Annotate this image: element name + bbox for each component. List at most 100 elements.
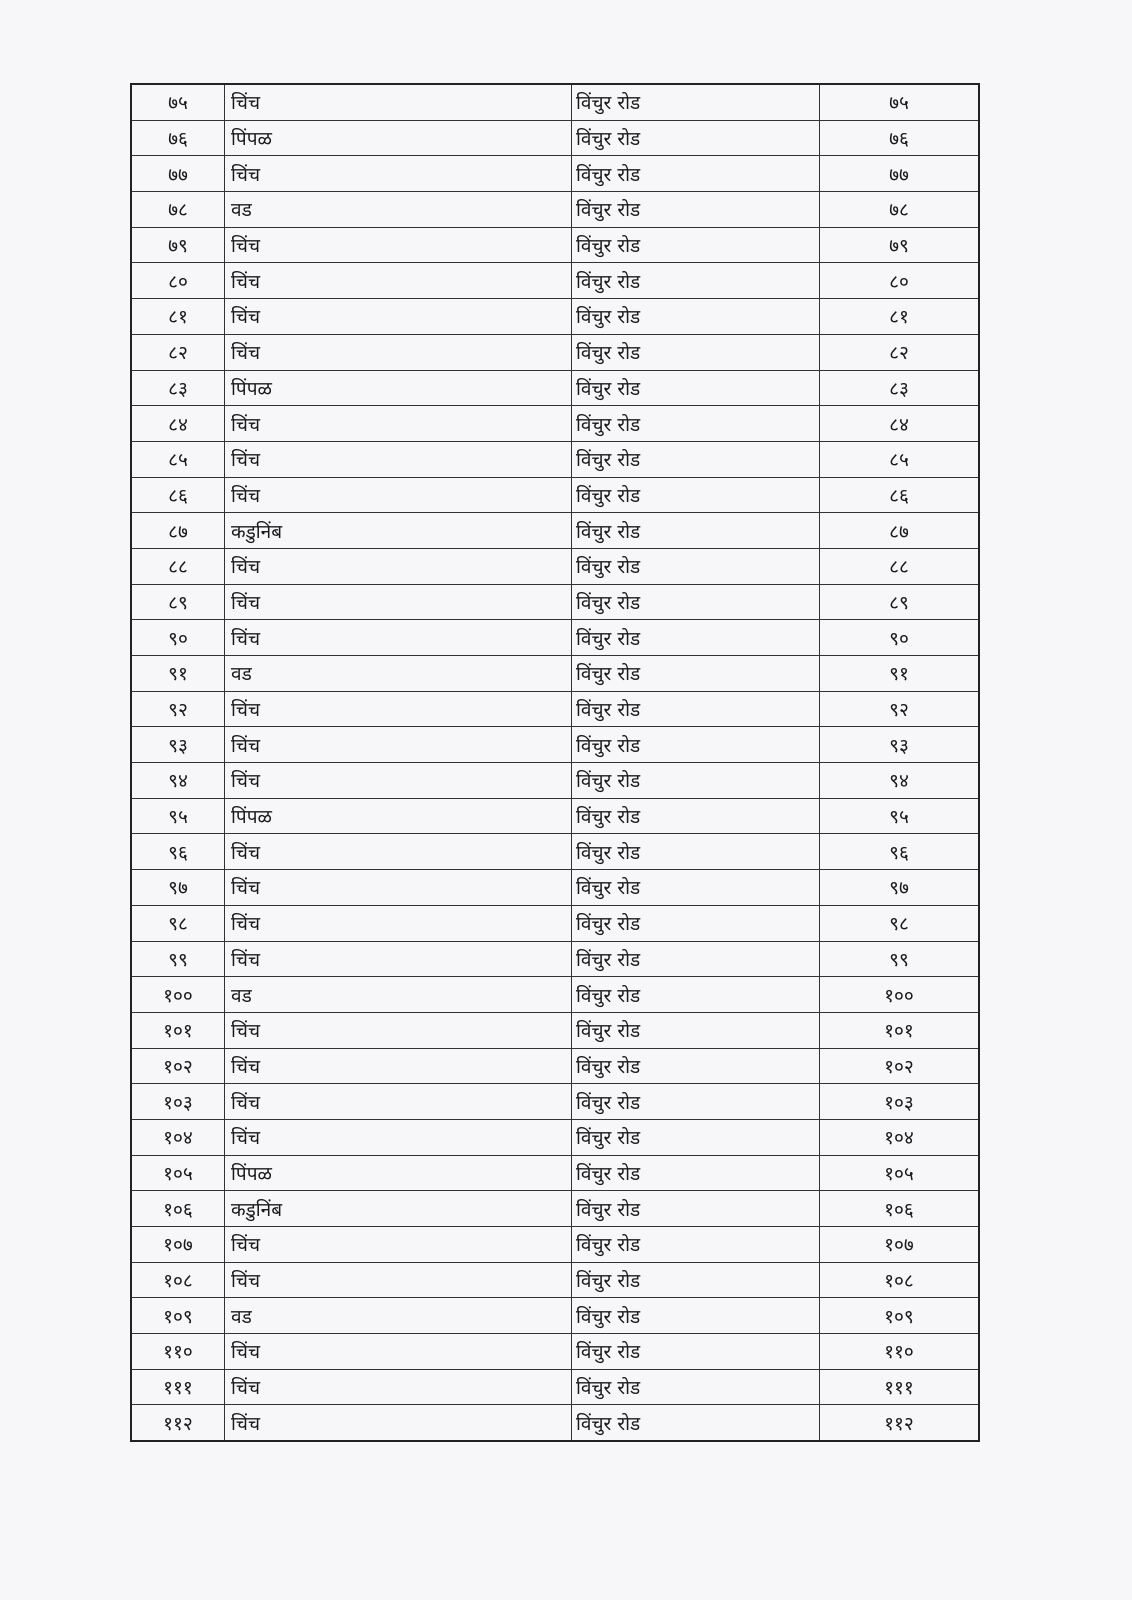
tree-number-cell: ७५ [819, 83, 980, 121]
location-cell: विंचुर रोड [571, 726, 820, 764]
tree-name-cell: चिंच [224, 155, 572, 193]
tree-number-cell: ९१ [819, 655, 980, 692]
tree-name-cell: चिंच [224, 1333, 572, 1370]
location-cell: विंचुर रोड [571, 940, 820, 978]
serial-number-cell: १०६ [130, 1190, 225, 1227]
tree-name-cell: पिंपळ [224, 369, 572, 407]
tree-number-cell: ८० [819, 262, 980, 300]
serial-number-cell: ९९ [130, 940, 225, 978]
tree-number-cell: १०८ [819, 1261, 980, 1299]
location-cell: विंचुर रोड [571, 583, 820, 621]
serial-number-cell: ११२ [130, 1404, 225, 1442]
table-row: ११२ चिंच विंचुर रोड ११२ [130, 1404, 980, 1442]
tree-number-cell: १११ [819, 1368, 980, 1406]
location-cell: विंचुर रोड [571, 1083, 820, 1120]
tree-number-cell: १०१ [819, 1011, 980, 1049]
location-cell: विंचुर रोड [571, 1261, 820, 1299]
location-cell: विंचुर रोड [571, 1011, 820, 1049]
tree-number-cell: ९० [819, 619, 980, 656]
tree-table: ७५ चिंच विंचुर रोड ७५ ७६ पिंपळ विंचुर रोड ७६ ७७ च… [130, 83, 980, 1443]
table-row: ८२ चिंच विंचुर रोड ८२ [130, 333, 980, 371]
tree-name-cell: वड [224, 191, 572, 228]
table-row: ९५ पिंपळ विंचुर रोड ९५ [130, 797, 980, 835]
tree-name-cell: चिंच [224, 1368, 572, 1406]
serial-number-cell: ९२ [130, 690, 225, 728]
location-cell: विंचुर रोड [571, 797, 820, 835]
serial-number-cell: ७५ [130, 83, 225, 121]
tree-name-cell: चिंच [224, 690, 572, 728]
tree-number-cell: ८३ [819, 369, 980, 407]
location-cell: विंचुर रोड [571, 298, 820, 335]
table-row: ८५ चिंच विंचुर रोड ८५ [130, 440, 980, 478]
serial-number-cell: १०१ [130, 1011, 225, 1049]
tree-number-cell: ८८ [819, 547, 980, 585]
serial-number-cell: ८९ [130, 583, 225, 621]
tree-name-cell: चिंच [224, 904, 572, 942]
serial-number-cell: १०९ [130, 1297, 225, 1335]
location-cell: विंचुर रोड [571, 1404, 820, 1442]
serial-number-cell: ९५ [130, 797, 225, 835]
tree-name-cell: वड [224, 655, 572, 692]
tree-number-cell: १०४ [819, 1118, 980, 1156]
tree-name-cell: पिंपळ [224, 1154, 572, 1192]
tree-name-cell: चिंच [224, 405, 572, 442]
tree-name-cell: चिंच [224, 1261, 572, 1299]
table-row: ८० चिंच विंचुर रोड ८० [130, 262, 980, 300]
tree-number-cell: ८२ [819, 333, 980, 371]
tree-name-cell: चिंच [224, 1047, 572, 1085]
tree-name-cell: चिंच [224, 1011, 572, 1049]
tree-number-cell: १०६ [819, 1190, 980, 1227]
table-row: ८७ कडुनिंब विंचुर रोड ८७ [130, 512, 980, 549]
table-row: ८८ चिंच विंचुर रोड ८८ [130, 547, 980, 585]
table-row: १०५ पिंपळ विंचुर रोड १०५ [130, 1154, 980, 1192]
location-cell: विंचुर रोड [571, 762, 820, 799]
serial-number-cell: १०३ [130, 1083, 225, 1120]
table-row: ८६ चिंच विंचुर रोड ८६ [130, 476, 980, 514]
table-row: १११ चिंच विंचुर रोड १११ [130, 1368, 980, 1406]
serial-number-cell: ८६ [130, 476, 225, 514]
serial-number-cell: ८७ [130, 512, 225, 549]
tree-number-cell: १०९ [819, 1297, 980, 1335]
tree-number-cell: ८९ [819, 583, 980, 621]
tree-name-cell: चिंच [224, 440, 572, 478]
tree-number-cell: ८६ [819, 476, 980, 514]
serial-number-cell: ९७ [130, 869, 225, 906]
location-cell: विंचुर रोड [571, 1333, 820, 1370]
location-cell: विंचुर रोड [571, 1368, 820, 1406]
table-row: ९६ चिंच विंचुर रोड ९६ [130, 833, 980, 871]
tree-name-cell: चिंच [224, 298, 572, 335]
serial-number-cell: ७७ [130, 155, 225, 193]
location-cell: विंचुर रोड [571, 547, 820, 585]
table-row: १०१ चिंच विंचुर रोड १०१ [130, 1011, 980, 1049]
location-cell: विंचुर रोड [571, 1297, 820, 1335]
tree-number-cell: १०२ [819, 1047, 980, 1085]
tree-name-cell: चिंच [224, 1404, 572, 1442]
tree-name-cell: कडुनिंब [224, 512, 572, 549]
serial-number-cell: १०७ [130, 1226, 225, 1263]
table-row: ८४ चिंच विंचुर रोड ८४ [130, 405, 980, 442]
tree-name-cell: पिंपळ [224, 119, 572, 157]
location-cell: विंचुर रोड [571, 226, 820, 264]
tree-name-cell: चिंच [224, 476, 572, 514]
tree-name-cell: वड [224, 976, 572, 1013]
serial-number-cell: ९० [130, 619, 225, 656]
location-cell: विंचुर रोड [571, 440, 820, 478]
table-row: ७७ चिंच विंचुर रोड ७७ [130, 155, 980, 193]
tree-number-cell: ८७ [819, 512, 980, 549]
table-row: ७५ चिंच विंचुर रोड ७५ [130, 83, 980, 121]
location-cell: विंचुर रोड [571, 1118, 820, 1156]
serial-number-cell: १०२ [130, 1047, 225, 1085]
serial-number-cell: ८८ [130, 547, 225, 585]
location-cell: विंचुर रोड [571, 1190, 820, 1227]
serial-number-cell: १०४ [130, 1118, 225, 1156]
serial-number-cell: १०५ [130, 1154, 225, 1192]
location-cell: विंचुर रोड [571, 405, 820, 442]
tree-number-cell: ९२ [819, 690, 980, 728]
tree-number-cell: ९३ [819, 726, 980, 764]
serial-number-cell: ११० [130, 1333, 225, 1370]
tree-number-cell: ९९ [819, 940, 980, 978]
tree-number-cell: ७८ [819, 191, 980, 228]
table-row: १०७ चिंच विंचुर रोड १०७ [130, 1226, 980, 1263]
tree-number-cell: ११२ [819, 1404, 980, 1442]
tree-name-cell: चिंच [224, 619, 572, 656]
